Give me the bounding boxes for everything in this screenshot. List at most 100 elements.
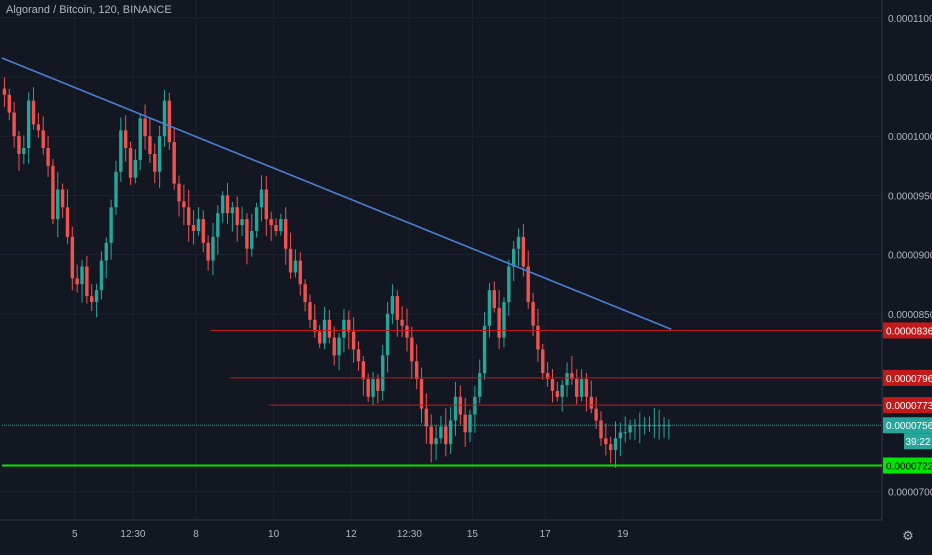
x-axis-tick-label: 12:30 [120,529,145,540]
candle-body [274,225,278,231]
candle-body [419,379,424,409]
last-price-label: 0.0000756 [886,421,932,432]
x-axis-tick-label: 8 [193,529,199,540]
candle-body [657,425,661,427]
candle-body [99,260,104,291]
candle-body [395,296,399,320]
candle-body [497,307,501,338]
candle-body [288,248,293,273]
candle-body [453,396,458,421]
candle-body [594,408,598,421]
candle-body [303,284,307,303]
y-axis-tick-label: 0.0000850 [888,310,932,321]
candle-body [317,331,322,344]
candle-body [337,337,341,356]
candle-body [550,379,555,391]
candle-body [342,319,346,338]
y-axis-tick-label: 0.0001000 [888,132,932,143]
resistance-price-label: 0.0000796 [886,374,932,385]
candle-body [94,290,99,303]
candle-body [448,420,453,445]
candle-body [628,425,632,433]
candle-body [85,266,89,297]
candle-body [148,136,152,154]
candle-body [225,195,230,214]
candle-body [458,396,463,415]
resistance-price-tag [883,397,932,414]
candle-body [322,319,327,344]
candle-body [284,219,288,249]
candle-body [167,100,172,143]
candle-body [638,425,642,427]
candle-body [545,373,550,380]
resistance-price-label: 0.0000836 [886,326,932,337]
candle-body [521,236,526,267]
y-axis-tick-label: 0.0001100 [888,14,932,25]
candle-body [618,432,623,439]
candle-body [245,219,249,249]
candle-body [400,319,404,326]
x-axis-tick-label: 17 [540,529,552,540]
candle-body [7,94,11,113]
candle-body [604,438,608,445]
x-axis-tick-label: 12 [346,529,358,540]
candle-body [531,302,535,326]
candle-body [424,408,429,427]
candle-body [589,396,593,409]
candle-body [2,88,7,95]
candle-body [264,189,269,220]
candle-body [138,118,142,160]
candle-body [293,260,298,273]
candle-body [356,349,361,362]
candle-body [473,396,477,415]
candle-body [206,242,210,261]
candle-body [575,379,579,397]
candle-body [17,136,21,154]
candle-body [133,159,138,178]
candle-body [647,425,652,427]
candle-body [511,248,516,267]
candle-body [560,384,564,397]
candle-body [153,153,157,172]
candle-body [191,225,196,231]
y-axis-tick-label: 0.0000900 [888,251,932,262]
candle-body [22,148,26,154]
candle-body [41,130,45,149]
candle-body [240,219,244,226]
support-price-tag [883,457,932,474]
candle-body [230,207,235,214]
candle-body [128,148,133,178]
candle-body [482,325,487,374]
candle-body [114,171,118,208]
support-price-label: 0.0000722 [886,462,932,473]
candle-body [279,219,283,231]
candle-body [90,296,94,303]
candle-body [371,379,375,397]
resistance-price-label: 0.0000773 [886,401,932,412]
candle-body [269,219,273,226]
candle-body [487,290,492,326]
candle-body [220,195,225,214]
candle-body [172,142,176,184]
candle-body [555,390,560,397]
candle-body [429,426,433,445]
candle-body [109,207,113,243]
candle-body [414,361,419,380]
candle-body [541,349,545,374]
candle-body [250,230,254,249]
candle-body [143,118,147,137]
candle-body [565,373,569,385]
candle-body [259,189,264,208]
candle-body [507,266,511,303]
candle-body [332,337,336,356]
candle-body [526,266,530,303]
trendline [1,57,672,331]
x-axis-tick-label: 15 [467,529,479,540]
candle-body [12,112,16,137]
corner-box [883,521,932,549]
candle-body [608,444,613,451]
x-axis-tick-label: 10 [268,529,280,540]
candle-body [298,260,302,285]
